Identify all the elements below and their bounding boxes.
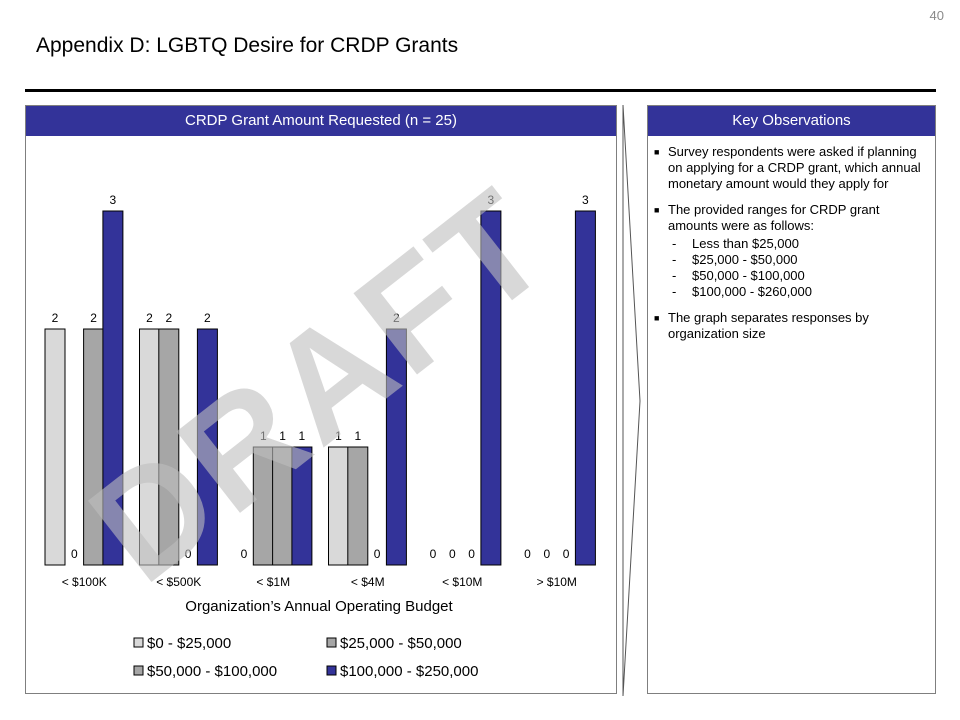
data-label: 3 — [488, 193, 495, 207]
bar — [102, 210, 124, 566]
observation-subitems: - Less than $25,000- $25,000 - $50,000- $50… — [668, 236, 925, 300]
square-bullet-icon: ■ — [654, 147, 660, 157]
observation-text: Survey respondents were asked if plannin… — [668, 144, 921, 191]
data-label: 0 — [543, 547, 550, 561]
data-label: 0 — [185, 547, 192, 561]
observation-text: The graph separates responses by organiz… — [668, 310, 869, 341]
legend-label: $25,000 - $50,000 — [340, 635, 462, 652]
observation-text: The provided ranges for CRDP grant amoun… — [668, 202, 880, 233]
observation-subitem: - $25,000 - $50,000 — [668, 252, 925, 268]
bar — [83, 328, 105, 566]
legend-swatch — [133, 637, 144, 648]
data-label: 2 — [204, 311, 211, 325]
bar — [347, 446, 369, 566]
legend-label: $0 - $25,000 — [147, 635, 231, 652]
data-label: 0 — [374, 547, 381, 561]
x-axis-label: Organization’s Annual Operating Budget — [185, 598, 453, 615]
observation-subitem-text: $25,000 - $50,000 — [692, 252, 798, 267]
data-label: 0 — [430, 547, 437, 561]
data-label: 0 — [524, 547, 531, 561]
data-label: 2 — [393, 311, 400, 325]
data-label: 3 — [582, 193, 589, 207]
data-label: 0 — [449, 547, 456, 561]
data-label: 0 — [563, 547, 570, 561]
square-bullet-icon: ■ — [654, 205, 660, 215]
data-label: 3 — [110, 193, 117, 207]
legend-label: $50,000 - $100,000 — [147, 663, 277, 680]
data-label: 1 — [279, 429, 286, 443]
chevron-arrow-shape — [622, 105, 641, 697]
bar — [252, 446, 274, 566]
x-tick-label: < $4M — [351, 575, 385, 589]
data-label: 0 — [71, 547, 78, 561]
dash-bullet-icon: - — [672, 236, 677, 251]
legend-swatch — [133, 665, 144, 676]
data-label: 0 — [468, 547, 475, 561]
data-label: 2 — [146, 311, 153, 325]
observations-panel-header: Key Observations — [648, 106, 935, 136]
observation-subitem: - $50,000 - $100,000 — [668, 268, 925, 284]
data-label: 1 — [335, 429, 342, 443]
data-label: 1 — [354, 429, 361, 443]
observation-item: ■ Survey respondents were asked if planni… — [654, 144, 925, 192]
x-tick-label: < $10M — [442, 575, 482, 589]
observation-subitem: - Less than $25,000 — [668, 236, 925, 252]
observations-list: ■ Survey respondents were asked if planni… — [648, 136, 935, 342]
data-label: 2 — [52, 311, 59, 325]
title-divider — [25, 89, 936, 92]
square-bullet-icon: ■ — [654, 313, 660, 323]
observations-panel: Key Observations ■ Survey respondents wer… — [647, 105, 936, 694]
x-tick-label: < $1M — [256, 575, 290, 589]
bar — [158, 328, 180, 566]
chart-panel: CRDP Grant Amount Requested (n = 25) — [25, 105, 617, 694]
x-tick-label: > $10M — [537, 575, 577, 589]
observation-subitem: - $100,000 - $260,000 — [668, 284, 925, 300]
chart-panel-header: CRDP Grant Amount Requested (n = 25) — [26, 106, 616, 136]
bar — [328, 446, 349, 566]
observation-subitem-text: Less than $25,000 — [692, 236, 799, 251]
page-number: 40 — [929, 8, 944, 23]
bar — [272, 446, 294, 566]
dash-bullet-icon: - — [672, 284, 677, 299]
legend-swatch — [326, 665, 337, 676]
bar — [196, 328, 218, 566]
bar — [574, 210, 596, 566]
page-title: Appendix D: LGBTQ Desire for CRDP Grants — [36, 34, 459, 57]
observation-subitem-text: $50,000 - $100,000 — [692, 268, 805, 283]
data-label: 2 — [90, 311, 97, 325]
bar — [291, 446, 313, 566]
data-label: 1 — [260, 429, 267, 443]
data-label: 2 — [165, 311, 172, 325]
dash-bullet-icon: - — [672, 252, 677, 267]
x-tick-label: < $100K — [62, 575, 107, 589]
observation-item: ■ The provided ranges for CRDP grant amou… — [654, 202, 925, 300]
bar — [44, 328, 66, 566]
bar — [139, 328, 160, 566]
legend-label: $100,000 - $250,000 — [340, 663, 478, 680]
data-label: 1 — [299, 429, 306, 443]
dash-bullet-icon: - — [672, 268, 677, 283]
bar — [480, 210, 502, 566]
observation-item: ■ The graph separates responses by organi… — [654, 310, 925, 342]
data-label: 0 — [241, 547, 248, 561]
x-tick-label: < $500K — [156, 575, 201, 589]
observation-subitem-text: $100,000 - $260,000 — [692, 284, 812, 299]
bar — [385, 328, 407, 566]
legend-swatch — [326, 637, 337, 648]
